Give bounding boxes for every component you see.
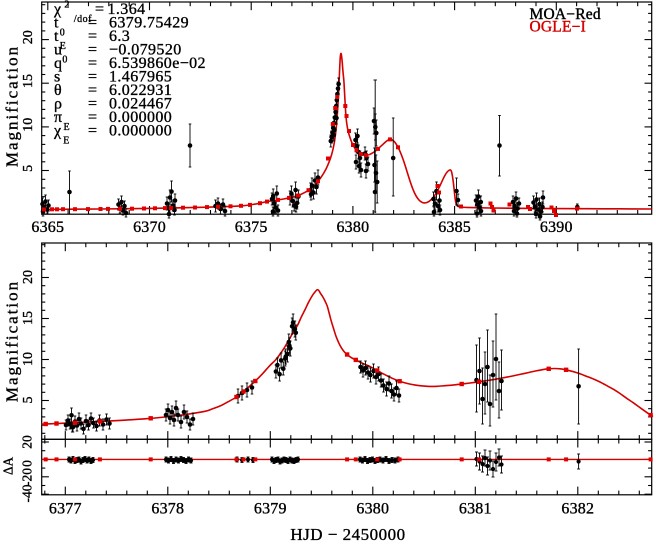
svg-text:15: 15 bbox=[21, 311, 36, 325]
svg-text:6390: 6390 bbox=[540, 219, 573, 236]
svg-text:=: = bbox=[88, 109, 97, 126]
svg-text:χ: χ bbox=[53, 1, 62, 18]
svg-text:6.3: 6.3 bbox=[109, 28, 130, 45]
svg-text:MOA−Red: MOA−Red bbox=[530, 6, 601, 23]
svg-text:0.000000: 0.000000 bbox=[109, 123, 172, 140]
svg-text:6365: 6365 bbox=[31, 219, 64, 236]
svg-text:20: 20 bbox=[21, 270, 36, 284]
svg-text:5: 5 bbox=[21, 397, 36, 404]
svg-text:6385: 6385 bbox=[438, 219, 471, 236]
svg-text:0.024467: 0.024467 bbox=[109, 96, 172, 113]
svg-text:=: = bbox=[95, 1, 104, 18]
svg-text:1.364: 1.364 bbox=[108, 1, 146, 18]
svg-text:ρ: ρ bbox=[54, 96, 62, 113]
svg-text:1.467965: 1.467965 bbox=[109, 69, 172, 86]
svg-text:s: s bbox=[54, 69, 61, 86]
svg-text:6382: 6382 bbox=[561, 501, 594, 518]
svg-text:6370: 6370 bbox=[133, 219, 166, 236]
svg-text:10: 10 bbox=[21, 352, 36, 366]
svg-text:0: 0 bbox=[62, 55, 68, 66]
svg-text:=: = bbox=[88, 96, 97, 113]
svg-text:t: t bbox=[54, 15, 59, 32]
svg-text:ΔA: ΔA bbox=[1, 457, 16, 475]
svg-text:χ: χ bbox=[53, 123, 62, 140]
svg-text:=: = bbox=[88, 28, 97, 45]
svg-text:=: = bbox=[88, 123, 97, 140]
svg-text:6380: 6380 bbox=[336, 219, 369, 236]
svg-text:6.022931: 6.022931 bbox=[109, 82, 172, 99]
svg-text:E: E bbox=[64, 122, 71, 133]
svg-text:0: 0 bbox=[20, 460, 35, 467]
svg-text:0: 0 bbox=[60, 28, 66, 39]
svg-text:t: t bbox=[54, 28, 59, 45]
svg-text:0.000000: 0.000000 bbox=[109, 109, 172, 126]
svg-text:6.539860e−02: 6.539860e−02 bbox=[109, 55, 206, 72]
svg-text:−0.079520: −0.079520 bbox=[109, 42, 182, 59]
svg-text:5: 5 bbox=[21, 165, 36, 172]
svg-text:Magnification: Magnification bbox=[3, 45, 22, 167]
svg-text:6379: 6379 bbox=[254, 501, 287, 518]
svg-text:6380: 6380 bbox=[356, 501, 389, 518]
svg-text:=: = bbox=[88, 69, 97, 86]
svg-text:=: = bbox=[88, 15, 97, 32]
svg-text:6378: 6378 bbox=[151, 501, 184, 518]
svg-text:20: 20 bbox=[21, 30, 36, 44]
svg-text:6381: 6381 bbox=[459, 501, 492, 518]
svg-text:q: q bbox=[54, 55, 63, 72]
svg-text:-40: -40 bbox=[20, 484, 35, 502]
svg-text:15: 15 bbox=[21, 74, 36, 88]
svg-text:=: = bbox=[88, 42, 97, 59]
svg-text:/dof: /dof bbox=[74, 14, 92, 25]
svg-text:6377: 6377 bbox=[49, 501, 82, 518]
svg-text:θ: θ bbox=[54, 82, 62, 99]
svg-text:=: = bbox=[88, 55, 97, 72]
svg-text:π: π bbox=[54, 109, 63, 126]
svg-text:OGLE−I: OGLE−I bbox=[530, 18, 586, 35]
svg-text:E: E bbox=[63, 135, 70, 146]
svg-text:-20: -20 bbox=[20, 468, 35, 486]
svg-text:6375: 6375 bbox=[235, 219, 268, 236]
svg-text:Magnification: Magnification bbox=[3, 280, 22, 402]
svg-text:HJD − 2450000: HJD − 2450000 bbox=[290, 525, 405, 542]
svg-text:E: E bbox=[60, 41, 67, 52]
svg-text:=: = bbox=[88, 82, 97, 99]
svg-text:20: 20 bbox=[20, 435, 35, 449]
svg-text:10: 10 bbox=[21, 118, 36, 132]
svg-text:2: 2 bbox=[64, 0, 70, 11]
svg-text:u: u bbox=[54, 42, 63, 59]
svg-text:6379.75429: 6379.75429 bbox=[109, 15, 189, 32]
